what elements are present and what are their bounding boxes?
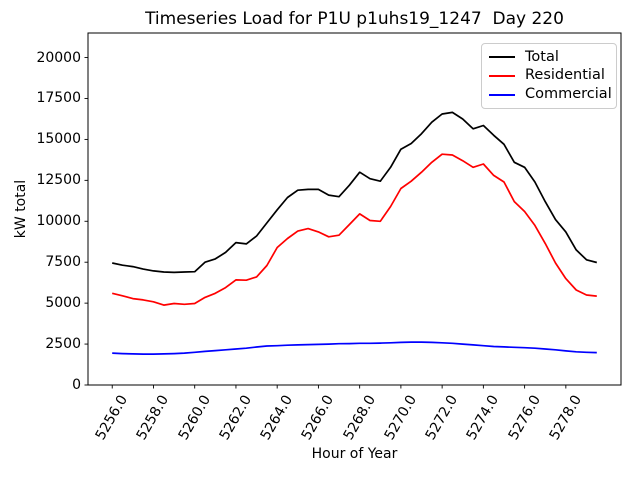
chart-title: Timeseries Load for P1U p1uhs19_1247 Day… [145,9,564,29]
legend-line-residential [489,74,515,77]
axes-border [87,32,622,386]
y-tick-label: 15000 [36,131,81,148]
series-line-total [112,111,598,274]
x-axis-label: Hour of Year [311,446,398,462]
y-tick-label: 10000 [36,213,81,230]
legend-entry-residential: Residential [489,67,609,84]
legend-entry-commercial: Commercial [489,86,612,103]
y-tick-label: 5000 [45,295,81,312]
y-tick-label: 7500 [45,254,81,271]
y-tick-label: 12500 [36,172,81,189]
legend-label-commercial: Commercial [525,86,612,103]
y-axis-label: kW total [13,179,29,239]
legend-entry-total: Total [489,49,609,66]
legend-label-total: Total [525,48,559,65]
series-line-commercial [112,341,597,355]
y-tick-label: 17500 [36,90,81,107]
legend-label-residential: Residential [525,67,605,84]
series-line-residential [111,153,597,306]
y-tick-label: 0 [72,377,81,393]
legend-line-commercial [489,93,515,96]
y-tick-label: 20000 [36,49,81,66]
y-tick-label: 2500 [45,336,81,353]
legend-line-total [489,56,515,59]
legend: Total Residential Commercial [481,43,617,109]
